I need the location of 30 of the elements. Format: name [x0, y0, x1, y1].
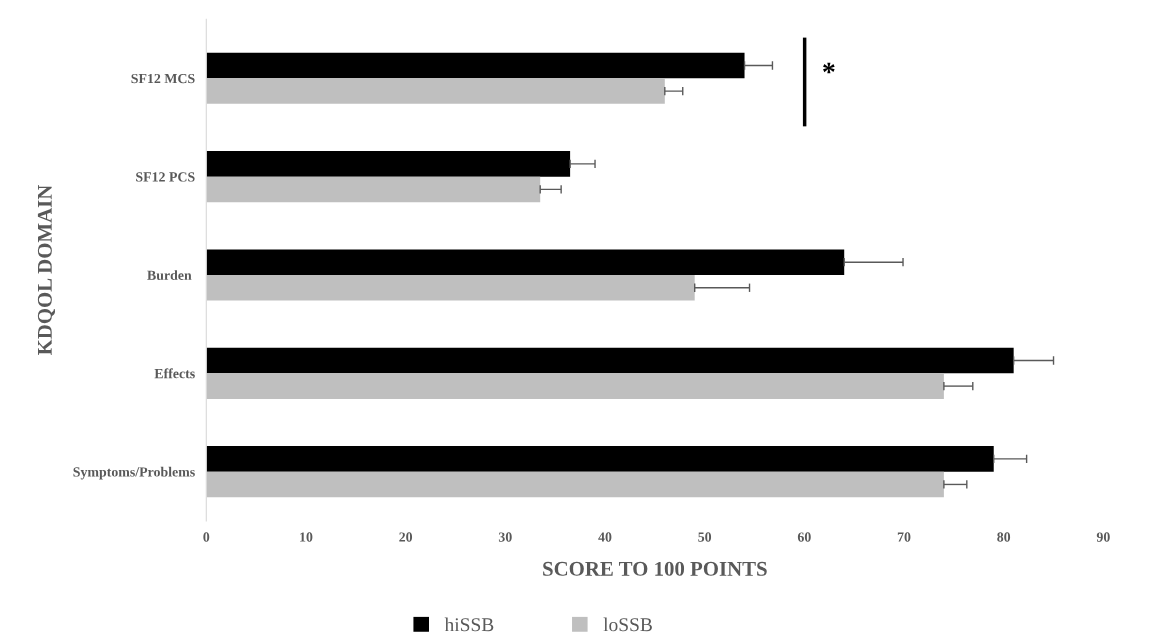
x-axis-title: SCORE TO 100 POINTS [543, 561, 767, 576]
bar [206, 274, 695, 301]
bar [206, 78, 665, 104]
x-tick-label: 70 [897, 532, 911, 542]
bar [206, 176, 541, 203]
y-tick-label: Burden [147, 270, 192, 280]
x-tick-label: 20 [399, 532, 413, 542]
x-tick-label: 60 [797, 532, 811, 542]
bar [206, 52, 745, 79]
legend-label: loSSB [603, 617, 652, 632]
x-tick-label: 40 [598, 532, 612, 542]
bar [206, 471, 944, 498]
bar [206, 446, 994, 472]
bar [206, 249, 845, 275]
x-tick-label: 30 [498, 532, 512, 542]
legend-label: hiSSB [444, 617, 494, 632]
x-tick-label: 50 [698, 532, 712, 542]
y-tick-label: SF12 MCS [131, 73, 195, 84]
bar [206, 151, 571, 177]
x-tick-label: 10 [300, 532, 313, 542]
annotation: * [823, 62, 835, 74]
x-tick-label: 0 [203, 532, 210, 542]
y-tick-label: SF12 PCS [136, 172, 195, 182]
bar [206, 373, 944, 399]
x-tick-label: 90 [1096, 532, 1110, 542]
x-tick-label: 80 [997, 532, 1011, 542]
y-axis-title: KDQOL DOMAIN [37, 184, 56, 356]
bar [206, 347, 1014, 374]
y-tick-label: Effects [154, 368, 195, 379]
y-tick-label: Symptoms/Problems [73, 466, 195, 480]
